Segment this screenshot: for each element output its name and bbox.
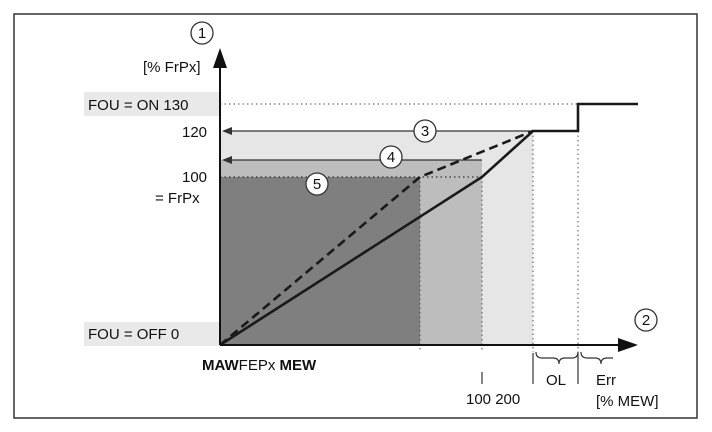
range-arrowhead-4 xyxy=(222,156,232,164)
x-label-fepx: FEPx xyxy=(239,357,276,374)
y-axis-arrowhead xyxy=(213,48,227,68)
callout-5: 5 xyxy=(305,172,329,196)
err-label: Err xyxy=(596,372,616,389)
err-brace xyxy=(580,351,613,365)
curve-solid xyxy=(219,102,638,347)
fou-on-band xyxy=(84,92,220,116)
x-ticks-label: 100 200 xyxy=(466,391,520,408)
fou-off-band xyxy=(84,322,220,346)
y-label-frpx: = FrPx xyxy=(155,190,200,207)
x-label-maw: MAW xyxy=(202,357,240,374)
fou-on-label: FOU = ON 130 xyxy=(88,97,188,114)
range-arrowhead-3 xyxy=(222,127,232,135)
x-axis-unit: [% MEW] xyxy=(596,393,659,410)
callout-3-text: 3 xyxy=(421,123,429,140)
callout-3: 3 xyxy=(413,119,437,143)
callout-2-text: 2 xyxy=(642,312,650,329)
callout-4: 4 xyxy=(379,145,403,169)
callout-2: 2 xyxy=(634,308,658,332)
y-axis-unit: [% FrPx] xyxy=(143,59,201,76)
x-label-mew: MEW xyxy=(275,357,317,374)
callout-5-text: 5 xyxy=(313,176,321,193)
callout-4-text: 4 xyxy=(387,149,395,166)
callout-1-text: 1 xyxy=(198,25,206,42)
curve-dashed xyxy=(219,129,534,346)
y-label-120: 120 xyxy=(182,124,207,141)
x-axis-arrowhead xyxy=(618,338,638,352)
ol-label: OL xyxy=(546,372,566,389)
x-axis-left-label: MAWFEPx MEW xyxy=(202,357,317,374)
callout-1: 1 xyxy=(190,21,214,45)
ol-brace xyxy=(535,351,579,365)
y-label-100: 100 xyxy=(182,169,207,186)
fou-off-label: FOU = OFF 0 xyxy=(88,326,179,343)
